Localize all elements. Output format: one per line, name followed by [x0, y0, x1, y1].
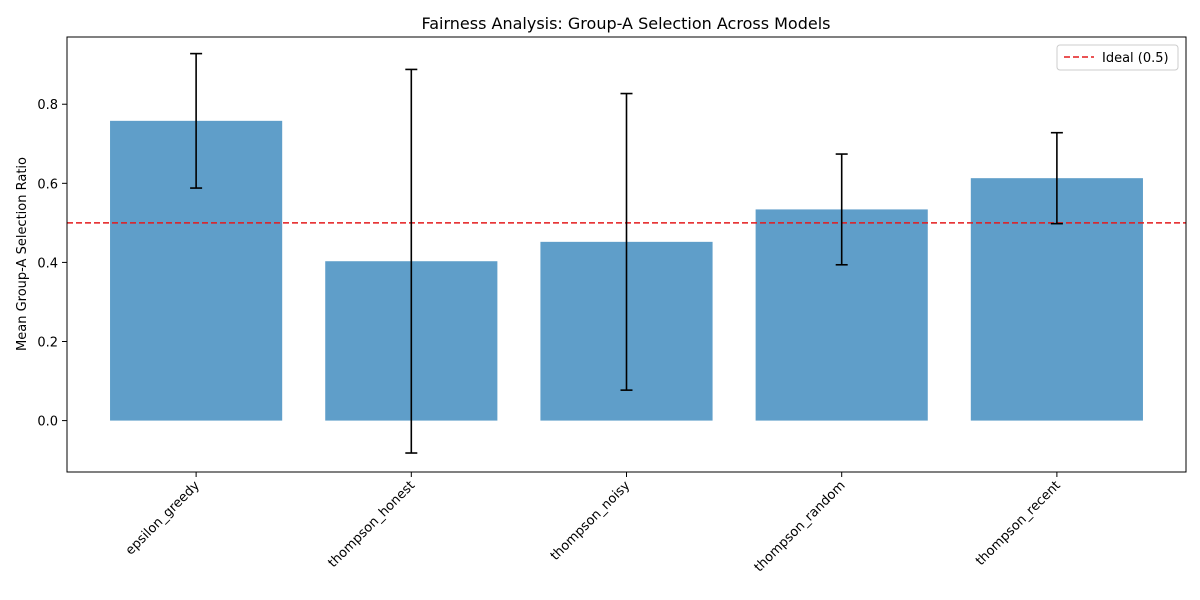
y-tick-label-4: 0.8	[37, 98, 58, 113]
y-tick-label-0: 0.0	[37, 415, 58, 430]
x-tick-label-epsilon_greedy: epsilon_greedy	[123, 478, 203, 558]
x-tick-label-thompson_noisy: thompson_noisy	[548, 478, 634, 564]
legend-box	[1056, 44, 1179, 71]
y-axis-label: Mean Group-A Selection Ratio	[15, 157, 30, 351]
chart-title: Fairness Analysis: Group-A Selection Acr…	[421, 14, 830, 33]
x-axis: epsilon_greedy thompson_honest thompson_no…	[123, 472, 1064, 575]
x-tick-label-thompson_recent: thompson_recent	[973, 478, 1064, 569]
legend-entry-ideal: Ideal (0.5)	[1102, 51, 1169, 66]
y-tick-label-2: 0.4	[37, 256, 58, 271]
y-tick-label-1: 0.2	[37, 336, 58, 351]
legend: Ideal (0.5)	[1056, 44, 1179, 71]
x-tick-label-thompson_honest: thompson_honest	[326, 478, 419, 571]
x-tick-label-thompson_random: thompson_random	[752, 478, 849, 575]
error-bars-layer	[190, 52, 1063, 454]
y-tick-label-3: 0.6	[37, 177, 58, 192]
y-axis: 0.0 0.2 0.4 0.6 0.8	[37, 98, 67, 430]
